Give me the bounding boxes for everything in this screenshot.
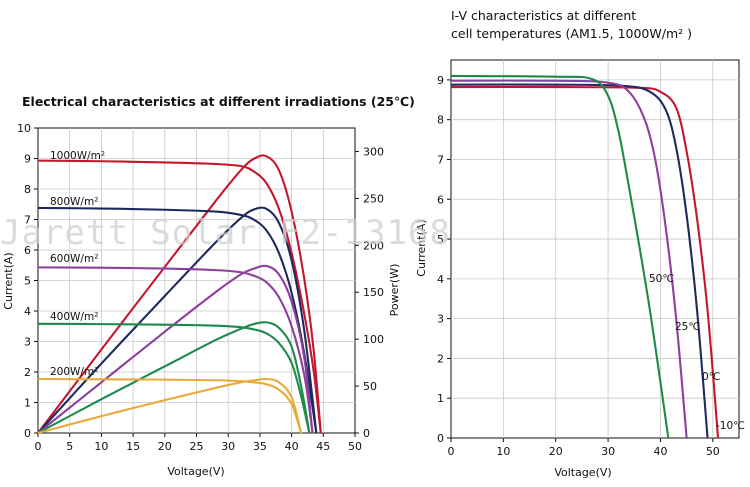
- chart1-y-ticks: 0 1 2 3 4 5 6 7 8 9 10: [17, 122, 38, 440]
- x-tick-label: 40: [653, 445, 667, 458]
- y2-tick-label: 300: [363, 145, 384, 158]
- pv-curve-1: [37, 206, 318, 434]
- y-tick-label: 2: [24, 366, 31, 379]
- iv-curve-1: [450, 83, 709, 439]
- chart2-series: [450, 74, 720, 439]
- y2-tick-label: 100: [363, 333, 384, 346]
- y-tick-label: 1: [24, 397, 31, 410]
- x-tick-label: 10: [94, 440, 108, 453]
- x-tick-label: 0: [448, 445, 455, 458]
- chart1-series: [37, 154, 322, 435]
- y-tick-label: 4: [437, 273, 444, 286]
- label-800: 800W/m²: [50, 196, 98, 208]
- chart1-series-labels: 1000W/m² 800W/m² 600W/m² 400W/m² 200W/m²: [50, 150, 105, 378]
- label-1000: 1000W/m²: [50, 150, 105, 162]
- x-tick-label: 50: [348, 440, 362, 453]
- x-tick-label: 40: [285, 440, 299, 453]
- label-minus10c: -10℃: [716, 420, 745, 432]
- iv-curve-3: [450, 74, 670, 439]
- chart1-x-label: Voltage(V): [167, 465, 224, 478]
- y-tick-label: 8: [24, 183, 31, 196]
- y2-tick-label: 50: [363, 380, 377, 393]
- label-600: 600W/m²: [50, 253, 98, 265]
- y-tick-label: 6: [24, 244, 31, 257]
- x-tick-label: 20: [158, 440, 172, 453]
- pv-curve-2: [37, 264, 314, 434]
- x-tick-label: 45: [316, 440, 330, 453]
- x-tick-label: 15: [126, 440, 140, 453]
- y2-tick-label: 0: [363, 427, 370, 440]
- y-tick-label: 8: [437, 114, 444, 127]
- x-tick-label: 30: [601, 445, 615, 458]
- temperature-chart: I-V characteristics at different cell te…: [415, 8, 745, 479]
- watermark-text: Jarett Solar F2-13168: [0, 213, 451, 253]
- y-tick-label: 0: [24, 427, 31, 440]
- label-50c: 50℃: [649, 273, 674, 285]
- label-0c: 0℃: [702, 371, 720, 383]
- x-tick-label: 20: [549, 445, 563, 458]
- y-tick-label: 4: [24, 305, 31, 318]
- chart2-plot-frame: [450, 59, 740, 439]
- y-tick-label: 9: [437, 74, 444, 87]
- chart2-title-line2: cell temperatures (AM1.5, 1000W/m² ): [451, 26, 692, 41]
- y-tick-label: 7: [24, 214, 31, 227]
- iv-curve-0: [37, 159, 322, 434]
- chart2-series-labels: 50℃ 25℃ 0℃ -10℃: [649, 273, 745, 432]
- y2-tick-label: 200: [363, 239, 384, 252]
- x-tick-label: 50: [706, 445, 720, 458]
- chart2-x-label: Voltage(V): [554, 466, 611, 479]
- y-tick-label: 1: [437, 392, 444, 405]
- chart2-y-label: Current(A): [415, 219, 428, 276]
- y-tick-label: 7: [437, 153, 444, 166]
- label-200: 200W/m²: [50, 366, 98, 378]
- y-tick-label: 9: [24, 153, 31, 166]
- chart1-y2-label: Power(W): [388, 264, 401, 317]
- y2-tick-label: 150: [363, 286, 384, 299]
- x-tick-label: 0: [35, 440, 42, 453]
- x-tick-label: 30: [221, 440, 235, 453]
- label-25c: 25℃: [675, 321, 700, 333]
- irradiation-chart: Electrical characteristics at different …: [2, 94, 415, 478]
- pv-curve-0: [37, 154, 322, 434]
- label-400: 400W/m²: [50, 311, 98, 323]
- pv-curve-4: [37, 377, 303, 435]
- iv-curve-0: [450, 85, 720, 439]
- chart2-x-ticks: 0 10 20 30 40 50: [448, 438, 720, 458]
- iv-curve-2: [37, 266, 314, 434]
- iv-curve-3: [37, 322, 311, 434]
- y-tick-label: 10: [17, 122, 31, 135]
- iv-curve-1: [37, 206, 318, 434]
- iv-curve-4: [37, 377, 303, 434]
- chart1-title: Electrical characteristics at different …: [22, 94, 415, 109]
- chart2-grid: [451, 60, 739, 438]
- chart1-y-label: Current(A): [2, 252, 15, 309]
- chart2-y-ticks: 0 1 2 3 4 5 6 7 8 9: [437, 74, 451, 445]
- y2-tick-label: 250: [363, 192, 384, 205]
- chart1-x-ticks: 0 5 10 15 20 25 30 35 40 45 50: [35, 433, 362, 453]
- y-tick-label: 2: [437, 352, 444, 365]
- chart2-title-line1: I-V characteristics at different: [451, 8, 636, 23]
- chart1-y2-ticks: 0 50 100 150 200 250 300: [355, 145, 384, 440]
- x-tick-label: 5: [66, 440, 73, 453]
- x-tick-label: 10: [496, 445, 510, 458]
- iv-curve-2: [450, 79, 688, 439]
- x-tick-label: 25: [190, 440, 204, 453]
- y-tick-label: 3: [437, 313, 444, 326]
- y-tick-label: 0: [437, 432, 444, 445]
- y-tick-label: 5: [24, 275, 31, 288]
- y-tick-label: 3: [24, 336, 31, 349]
- y-tick-label: 6: [437, 193, 444, 206]
- x-tick-label: 35: [253, 440, 267, 453]
- y-tick-label: 5: [437, 233, 444, 246]
